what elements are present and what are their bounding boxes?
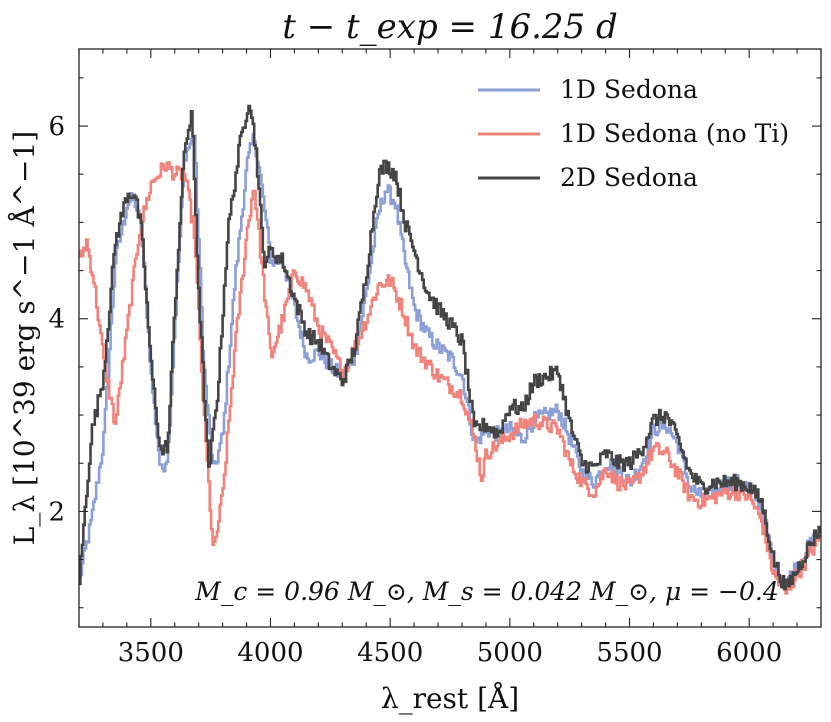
x-tick-label: 4000 xyxy=(237,638,303,668)
y-axis-label: L_λ [10^39 erg s^−1 Å^−1] xyxy=(8,131,41,545)
model-parameters-annotation: M_c = 0.96 M_⊙, M_s = 0.042 M_⊙, μ = −0.… xyxy=(194,577,779,606)
legend-label-2: 1D Sedona (no Ti) xyxy=(560,119,789,148)
x-tick-label: 5000 xyxy=(477,638,543,668)
x-tick-label: 4500 xyxy=(357,638,423,668)
chart-title: t − t_exp = 16.25 d xyxy=(282,7,618,47)
legend-label-1: 1D Sedona xyxy=(560,75,698,104)
x-tick-label: 5500 xyxy=(596,638,662,668)
axis-layer: 3500 4000 4500 5000 5500 6000 2 4 6 xyxy=(48,49,822,668)
x-tick-label: 6000 xyxy=(716,638,782,668)
series-layer xyxy=(79,104,821,595)
series-line-2 xyxy=(79,161,821,595)
y-tick-label: 6 xyxy=(48,112,65,142)
x-axis-label: λ_rest [Å] xyxy=(381,682,519,715)
y-tick-label: 2 xyxy=(48,497,65,527)
series-line-3 xyxy=(79,104,821,591)
legend-label-3: 2D Sedona xyxy=(560,163,698,192)
plot-frame xyxy=(78,48,822,628)
legend: 1D Sedona 1D Sedona (no Ti) 2D Sedona xyxy=(478,75,789,192)
x-tick-label: 3500 xyxy=(118,638,184,668)
series-line-1 xyxy=(79,132,821,590)
y-tick-label: 4 xyxy=(48,305,65,335)
